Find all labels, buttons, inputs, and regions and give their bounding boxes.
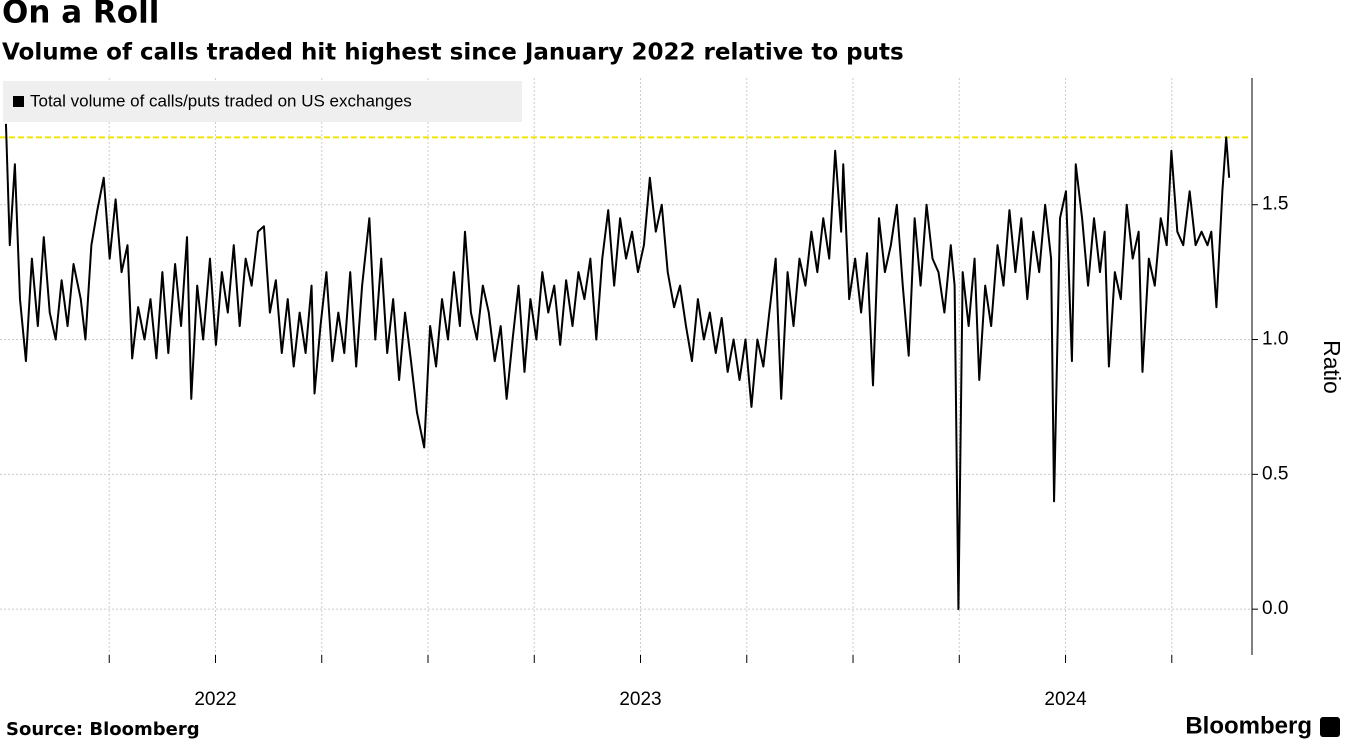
y-axis-label: Ratio	[1319, 340, 1345, 394]
brand: Bloomberg	[1185, 712, 1312, 739]
x-tick-label: 2024	[1044, 689, 1087, 710]
y-tick-label: 1.5	[1262, 194, 1288, 215]
data-line	[4, 123, 1231, 611]
legend-box	[3, 81, 522, 122]
x-tick-label: 2023	[619, 689, 661, 710]
y-tick-label: 0.5	[1262, 463, 1288, 484]
y-tick-label: 0.0	[1262, 598, 1288, 619]
y-tick-label: 1.0	[1262, 329, 1288, 350]
chart-title: On a Roll	[2, 0, 159, 31]
brand-icon	[1320, 717, 1340, 737]
source: Source: Bloomberg	[6, 719, 200, 740]
chart-subtitle: Volume of calls traded hit highest since…	[2, 40, 904, 66]
legend-label: Total volume of calls/puts traded on US …	[30, 91, 412, 110]
legend-swatch	[13, 96, 24, 107]
x-tick-label: 2022	[194, 689, 236, 710]
